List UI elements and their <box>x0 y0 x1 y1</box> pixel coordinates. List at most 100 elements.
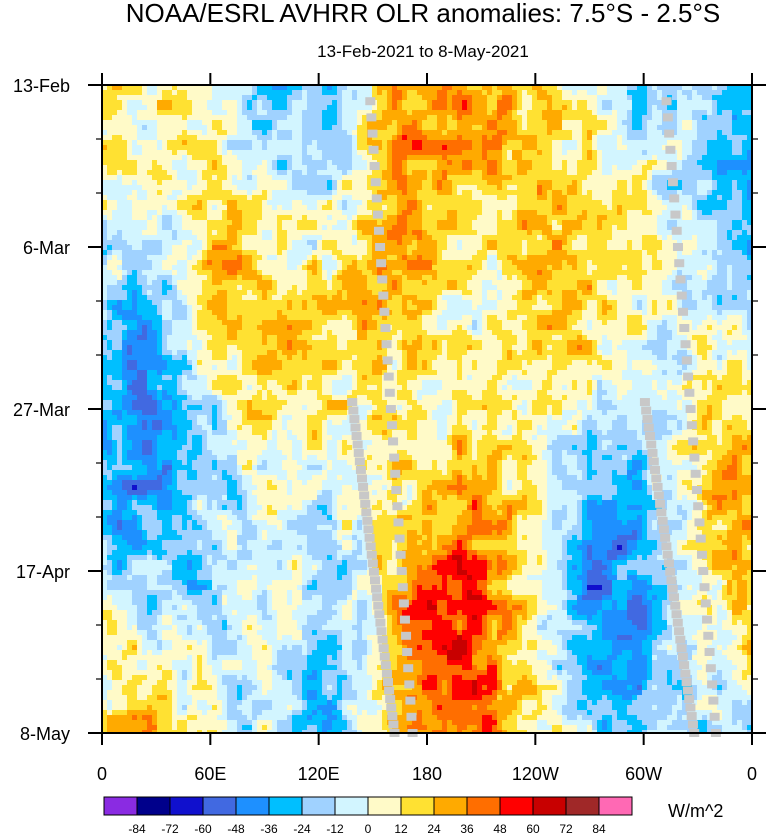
field-cell-405 <box>177 100 183 106</box>
field-cell-863 <box>517 115 523 121</box>
field-cell-4081 <box>357 240 363 246</box>
field-cell-775 <box>727 110 733 116</box>
field-cell-4812 <box>112 270 118 276</box>
field-cell-2031 <box>507 160 513 166</box>
field-cell-4381 <box>557 250 563 256</box>
field-cell-2 <box>112 85 118 91</box>
field-cell-343 <box>517 95 523 101</box>
field-cell-3100 <box>652 200 658 206</box>
field-cell-2517 <box>337 180 343 186</box>
field-cell-1027 <box>687 120 693 126</box>
field-cell-3682 <box>312 225 318 231</box>
field-cell-3387 <box>137 215 143 221</box>
field-cell-2686 <box>532 185 538 191</box>
field-cell-3481 <box>607 215 613 221</box>
field-cell-3456 <box>482 215 488 221</box>
field-cell-1093 <box>367 125 373 131</box>
field-cell-4263 <box>617 245 623 251</box>
field-cell-302 <box>312 95 318 101</box>
field-cell-2799 <box>447 190 453 196</box>
field-cell-3683 <box>317 225 323 231</box>
field-cell-4676 <box>732 260 738 266</box>
field-cell-4180 <box>202 245 208 251</box>
field-cell-707 <box>387 110 393 116</box>
field-cell-3403 <box>217 215 223 221</box>
field-cell-1708 <box>192 150 198 156</box>
field-cell-4630 <box>502 260 508 266</box>
field-cell-3654 <box>172 225 178 231</box>
field-cell-1083 <box>317 125 323 131</box>
field-cell-4845 <box>277 270 283 276</box>
field-cell-644 <box>722 105 728 111</box>
field-cell-1929 <box>647 155 653 161</box>
field-cell-1115 <box>477 125 483 131</box>
field-cell-1704 <box>172 150 178 156</box>
field-cell-3441 <box>407 215 413 221</box>
field-cell-1414 <box>672 135 678 141</box>
field-cell-1967 <box>187 160 193 166</box>
field-cell-3442 <box>412 215 418 221</box>
field-cell-2556 <box>532 180 538 186</box>
field-cell-1754 <box>422 150 428 156</box>
field-cell-179 <box>347 90 353 96</box>
field-cell-3165 <box>327 205 333 211</box>
field-cell-3163 <box>317 205 323 211</box>
field-cell-2392 <box>362 175 368 181</box>
field-cell-1682 <box>712 145 718 151</box>
field-cell-2520 <box>352 180 358 186</box>
field-cell-2352 <box>162 175 168 181</box>
field-cell-3932 <box>262 235 268 241</box>
field-cell-2141 <box>407 165 413 171</box>
field-cell-3548 <box>292 220 298 226</box>
field-cell-653 <box>117 110 123 116</box>
field-cell-2009 <box>397 160 403 166</box>
field-cell-3705 <box>427 225 433 231</box>
field-cell-4567 <box>187 260 193 266</box>
field-cell-4722 <box>312 265 318 271</box>
field-cell-1395 <box>577 135 583 141</box>
field-cell-3389 <box>147 215 153 221</box>
field-cell-2032 <box>512 160 518 166</box>
field-cell-1429 <box>747 135 752 141</box>
field-cell-2590 <box>702 180 708 186</box>
field-cell-352 <box>562 95 568 101</box>
field-cell-2712 <box>662 185 668 191</box>
field-cell-3969 <box>447 235 453 241</box>
field-cell-4929 <box>697 270 703 276</box>
field-cell-388 <box>742 95 748 101</box>
field-cell-47 <box>337 85 343 91</box>
field-cell-1738 <box>342 150 348 156</box>
field-cell-3934 <box>272 235 278 241</box>
field-cell-64 <box>422 85 428 91</box>
field-cell-3093 <box>617 200 623 206</box>
field-cell-629 <box>647 105 653 111</box>
field-cell-4992 <box>362 275 368 281</box>
field-cell-530 <box>152 105 158 111</box>
field-cell-122 <box>712 85 718 91</box>
field-cell-3231 <box>657 205 663 211</box>
field-cell-3675 <box>277 225 283 231</box>
field-cell-613 <box>567 105 573 111</box>
field-cell-3458 <box>492 215 498 221</box>
field-cell-4488 <box>442 255 448 261</box>
field-cell-2253 <box>317 170 323 176</box>
field-cell-2015 <box>427 160 433 166</box>
field-cell-35 <box>277 85 283 91</box>
field-cell-579 <box>397 105 403 111</box>
field-cell-211 <box>507 90 513 96</box>
field-cell-1669 <box>647 145 653 151</box>
field-cell-3593 <box>517 220 523 226</box>
field-cell-4475 <box>377 255 383 261</box>
field-cell-3361 <box>657 210 663 216</box>
field-cell-229 <box>597 90 603 96</box>
field-cell-367 <box>637 95 643 101</box>
field-cell-4735 <box>377 265 383 271</box>
field-cell-1531 <box>607 140 613 146</box>
field-cell-3645 <box>127 225 133 231</box>
field-cell-1207 <box>287 130 293 136</box>
field-cell-347 <box>537 95 543 101</box>
field-cell-3081 <box>557 200 563 206</box>
field-cell-2719 <box>697 185 703 191</box>
field-cell-4618 <box>442 260 448 266</box>
field-cell-2366 <box>232 175 238 181</box>
